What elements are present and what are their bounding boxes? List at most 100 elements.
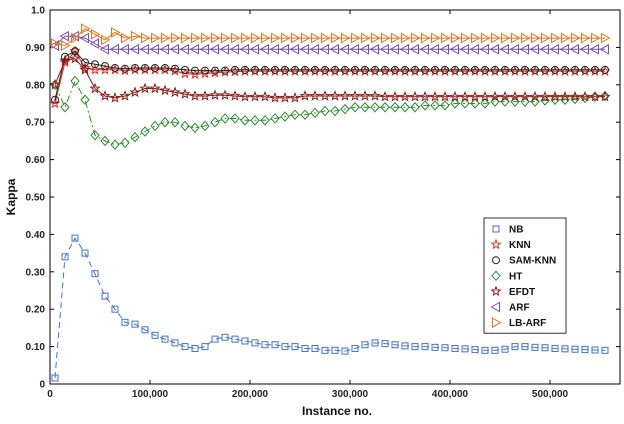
data-point-sam-knn: [521, 65, 529, 74]
data-point-arf: [499, 43, 509, 55]
data-point-nb: [511, 343, 519, 351]
data-point-nb: [341, 347, 349, 355]
data-point-efdt: [459, 90, 471, 102]
data-point-nb: [451, 344, 459, 352]
data-point-nb: [171, 339, 179, 347]
data-point-lb-arf: [441, 32, 451, 44]
data-point-ht: [440, 100, 450, 111]
data-point-lb-arf: [201, 32, 211, 44]
data-point-efdt: [389, 90, 401, 102]
data-point-sam-knn: [511, 65, 519, 74]
data-point-ht: [410, 101, 420, 113]
data-point-sam-knn: [311, 65, 319, 74]
data-point-arf: [79, 32, 89, 44]
legend-marker-sam-knn: [492, 256, 500, 265]
data-point-arf: [599, 43, 609, 55]
data-point-efdt: [219, 89, 231, 101]
data-point-arf: [279, 43, 289, 55]
data-point-nb: [591, 346, 599, 354]
legend-marker-arf: [490, 301, 500, 313]
data-point-arf: [459, 43, 469, 55]
series-group: [49, 23, 611, 382]
data-point-nb: [91, 270, 99, 278]
data-point-efdt: [359, 90, 371, 101]
data-point-sam-knn: [471, 65, 479, 74]
data-point-arf: [209, 43, 219, 55]
x-tick-label: 0: [47, 389, 53, 400]
data-point-ht: [130, 131, 140, 143]
data-point-ht: [200, 120, 210, 132]
data-point-efdt: [589, 90, 601, 102]
data-point-ht: [360, 101, 370, 113]
data-point-nb: [121, 318, 129, 326]
data-point-ht: [190, 122, 200, 134]
data-point-lb-arf: [211, 32, 221, 44]
data-point-lb-arf: [61, 40, 71, 51]
data-point-ht: [380, 101, 390, 113]
data-point-arf: [109, 43, 119, 55]
data-point-ht: [600, 90, 610, 102]
y-tick-label: 0.30: [26, 267, 46, 278]
data-point-arf: [329, 43, 339, 55]
data-point-lb-arf: [161, 32, 171, 44]
data-point-ht: [480, 98, 490, 109]
data-point-lb-arf: [561, 32, 571, 44]
data-point-lb-arf: [341, 32, 351, 44]
data-point-lb-arf: [491, 32, 501, 44]
data-point-efdt: [599, 90, 611, 102]
data-point-arf: [129, 43, 139, 55]
data-point-efdt: [569, 90, 581, 102]
data-point-sam-knn: [351, 65, 359, 74]
data-point-sam-knn: [291, 65, 299, 74]
data-point-nb: [581, 346, 589, 354]
data-point-arf: [239, 43, 249, 55]
data-point-arf: [149, 43, 159, 55]
data-point-nb: [51, 374, 59, 382]
data-point-efdt: [199, 90, 211, 101]
data-point-lb-arf: [151, 32, 161, 44]
data-point-efdt: [579, 90, 591, 102]
data-point-nb: [281, 343, 289, 351]
data-point-efdt: [159, 84, 171, 96]
data-point-nb: [81, 249, 89, 257]
data-point-lb-arf: [371, 32, 381, 44]
data-point-sam-knn: [301, 65, 309, 74]
data-point-lb-arf: [271, 32, 281, 44]
data-point-efdt: [339, 90, 351, 101]
data-point-sam-knn: [341, 65, 349, 74]
data-point-ht: [550, 94, 560, 106]
data-point-sam-knn: [391, 65, 399, 74]
data-point-ht: [460, 98, 470, 109]
data-point-nb: [561, 345, 569, 353]
data-point-sam-knn: [421, 65, 429, 74]
data-point-lb-arf: [261, 32, 271, 44]
data-point-efdt: [369, 90, 381, 101]
data-point-lb-arf: [351, 32, 361, 44]
data-point-sam-knn: [401, 65, 409, 74]
series-nb: [51, 234, 609, 382]
data-point-lb-arf: [51, 38, 61, 50]
data-point-lb-arf: [291, 32, 301, 44]
data-point-ht: [120, 137, 130, 149]
data-point-sam-knn: [91, 60, 99, 69]
data-point-arf: [289, 43, 299, 55]
series-sam-knn: [51, 47, 609, 104]
legend-marker-knn: [490, 238, 502, 250]
data-point-ht: [420, 100, 430, 111]
data-point-efdt: [89, 82, 101, 94]
data-point-efdt: [129, 86, 141, 98]
legend-label-ht: HT: [509, 271, 522, 282]
data-point-sam-knn: [591, 65, 599, 74]
data-point-nb: [531, 343, 539, 351]
data-point-nb: [351, 344, 359, 352]
data-point-lb-arf: [481, 32, 491, 44]
y-tick-label: 0.10: [26, 342, 46, 353]
data-point-efdt: [279, 91, 291, 103]
data-point-efdt: [229, 90, 241, 101]
data-point-arf: [269, 43, 279, 55]
data-point-ht: [250, 115, 260, 126]
data-point-lb-arf: [401, 32, 411, 44]
data-point-lb-arf: [71, 32, 81, 44]
data-point-nb: [111, 305, 119, 313]
data-point-efdt: [209, 89, 221, 101]
